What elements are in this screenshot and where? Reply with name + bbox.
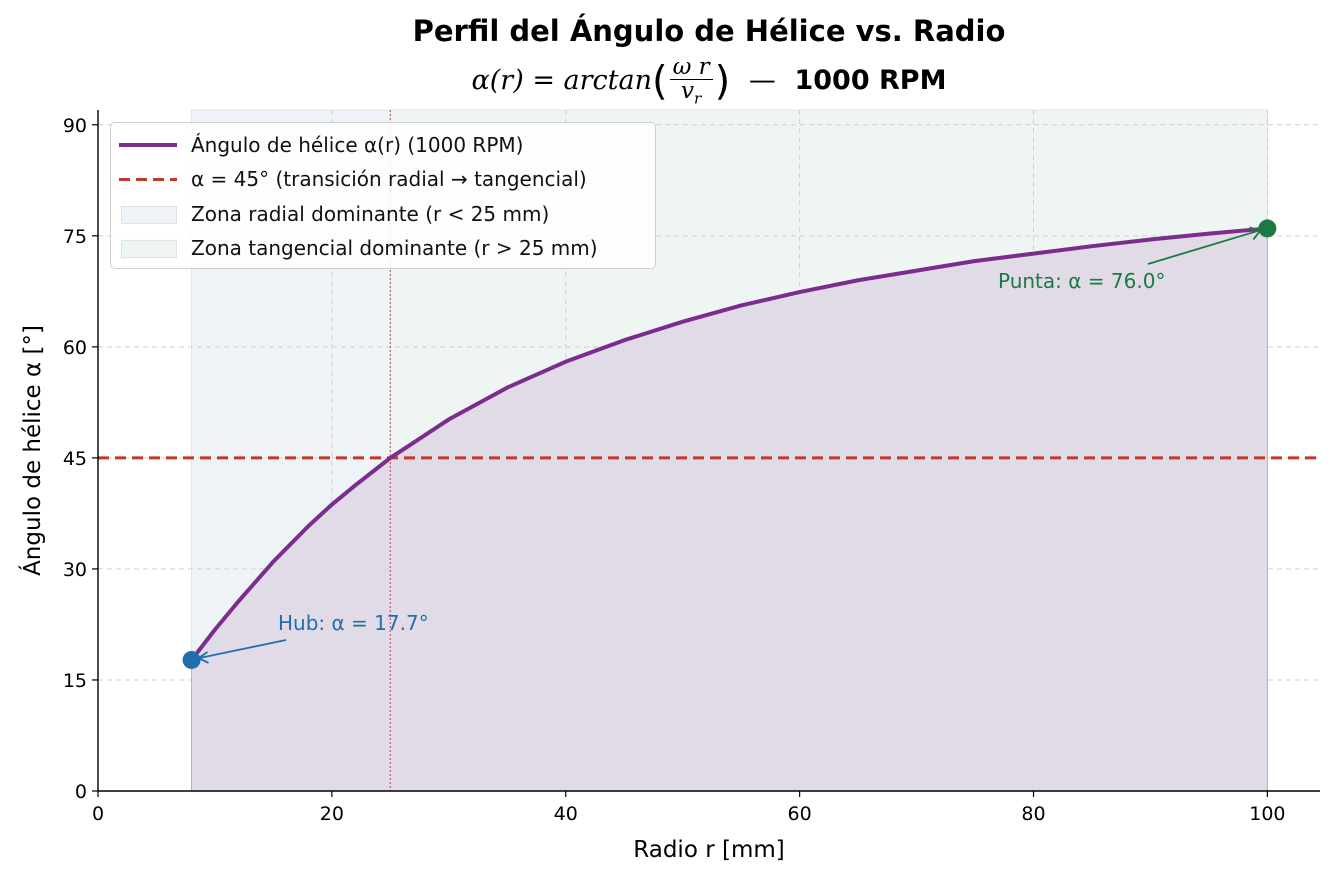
axes: 0 20 40 60 80 100 0 15 30 45 60 75 90 bbox=[63, 110, 1320, 825]
legend-item-curve: Ángulo de hélice α(r) (1000 RPM) bbox=[119, 129, 523, 161]
x-tick-label: 20 bbox=[320, 803, 344, 825]
tip-point bbox=[1258, 219, 1277, 238]
x-tick-label: 0 bbox=[92, 803, 104, 825]
x-tick-label: 40 bbox=[554, 803, 578, 825]
x-tick-label: 100 bbox=[1249, 803, 1285, 825]
legend-item-line45: α = 45° (transición radial → tangencial) bbox=[119, 163, 587, 195]
chart-title: Perfil del Ángulo de Hélice vs. Radio bbox=[412, 14, 1006, 48]
tip-arrow bbox=[1147, 229, 1260, 265]
y-tick-label: 75 bbox=[63, 226, 87, 248]
hub-annotation-label: Hub: α = 17.7° bbox=[278, 611, 429, 635]
legend-label-zone-radial: Zona radial dominante (r < 25 mm) bbox=[191, 202, 550, 226]
marker-points bbox=[182, 219, 1277, 669]
x-tick-label: 60 bbox=[788, 803, 812, 825]
series-group bbox=[189, 226, 1268, 662]
y-tick-label: 60 bbox=[63, 337, 87, 359]
formula-separator: — bbox=[748, 64, 776, 96]
formula-paren-open: ( bbox=[652, 58, 668, 105]
hub-point bbox=[182, 650, 201, 669]
y-tick-label: 45 bbox=[63, 448, 87, 470]
legend: Ángulo de hélice α(r) (1000 RPM) α = 45°… bbox=[110, 122, 656, 269]
annotations: Hub: α = 17.7° Punta: α = 76.0° bbox=[196, 226, 1262, 664]
y-tick-label: 0 bbox=[75, 781, 87, 803]
tip-annotation-label: Punta: α = 76.0° bbox=[998, 269, 1165, 293]
legend-item-zone-tangential: Zona tangencial dominante (r > 25 mm) bbox=[119, 232, 598, 264]
legend-item-zone-radial: Zona radial dominante (r < 25 mm) bbox=[119, 198, 549, 230]
formula-lhs: α(r) = arctan bbox=[471, 64, 652, 96]
area-fill bbox=[191, 228, 1268, 791]
rpm-label: 1000 RPM bbox=[794, 64, 947, 96]
hub-arrow-head bbox=[196, 651, 209, 664]
series-line-helix-angle bbox=[189, 226, 1268, 662]
tip-arrow-head bbox=[1249, 226, 1262, 240]
formula-fraction: ω r vr bbox=[669, 56, 713, 108]
y-axis-title: Ángulo de hélice α [°] bbox=[18, 325, 46, 576]
y-tick-label: 90 bbox=[63, 115, 87, 137]
formula-denominator: vr bbox=[681, 78, 702, 108]
formula-paren-close: ) bbox=[714, 58, 731, 105]
legend-label-line45: α = 45° (transición radial → tangencial) bbox=[191, 167, 587, 191]
formula-numerator: ω r bbox=[669, 56, 713, 80]
curve-fill-area bbox=[191, 228, 1268, 791]
legend-label-zone-tangential: Zona tangencial dominante (r > 25 mm) bbox=[191, 236, 598, 260]
formula-den-subscript: r bbox=[694, 89, 702, 108]
axis-labels: Radio r [mm] Ángulo de hélice α [°] bbox=[18, 325, 785, 863]
chart-subtitle: α(r) = arctan(ω r vr) — 1000 RPM bbox=[0, 56, 1335, 107]
x-tick-label: 80 bbox=[1021, 803, 1045, 825]
y-tick-label: 30 bbox=[63, 559, 87, 581]
hub-arrow bbox=[199, 639, 287, 659]
x-axis-title: Radio r [mm] bbox=[633, 837, 784, 863]
legend-label-curve: Ángulo de hélice α(r) (1000 RPM) bbox=[191, 133, 524, 157]
y-tick-label: 15 bbox=[63, 670, 87, 692]
